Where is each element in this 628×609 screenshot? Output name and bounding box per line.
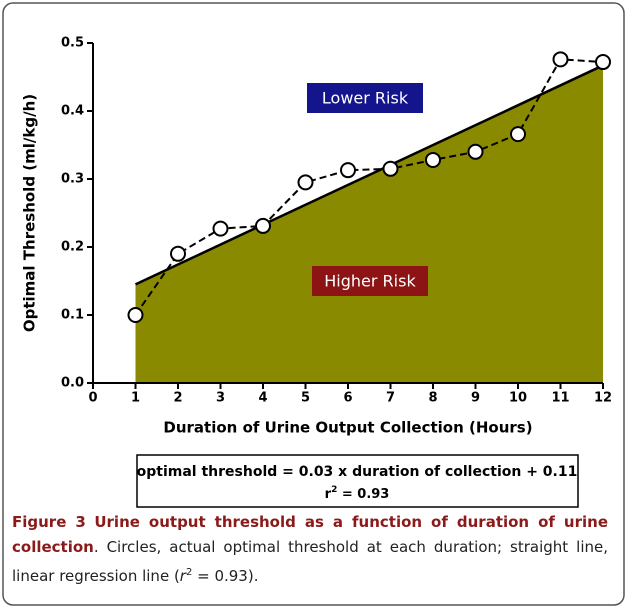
- annotation: Higher Risk: [324, 272, 416, 291]
- r: r: [325, 487, 332, 502]
- x-tick-label: 0: [88, 391, 97, 406]
- x-tick-label: 11: [551, 391, 569, 406]
- data-point: [170, 245, 186, 262]
- y-tick-label: 0.0: [61, 376, 84, 391]
- data-point: [212, 220, 229, 237]
- data-point: [297, 174, 314, 191]
- x-tick-label: 3: [216, 391, 225, 406]
- x-tick-label: 8: [428, 391, 437, 406]
- x-tick-label: 9: [471, 391, 480, 406]
- r-squared: r2 = 0.93: [325, 485, 390, 502]
- data-point: [510, 126, 526, 143]
- x-tick-label: 5: [301, 391, 310, 406]
- caption-text: = 0.93).: [192, 567, 259, 585]
- rest: = 0.93: [337, 487, 389, 502]
- annotation-box: [307, 83, 423, 113]
- data-point: [552, 51, 569, 68]
- annotation: Lower Risk: [322, 89, 409, 108]
- annotation-box: [312, 266, 428, 296]
- x-tick-label: 1: [131, 391, 140, 406]
- data-point: [595, 54, 611, 71]
- x-tick-label: 4: [258, 391, 267, 406]
- data-point: [382, 160, 399, 177]
- equation: optimal threshold = 0.03 x duration of c…: [137, 464, 578, 480]
- caption-text: . Circles, actual optimal threshold at e…: [12, 538, 608, 585]
- caption-sup: 2: [185, 567, 193, 578]
- y-tick-label: 0.3: [61, 172, 84, 187]
- caption: Figure 3 Urine output threshold as a fun…: [12, 510, 608, 589]
- x-tick-label: 2: [173, 391, 182, 406]
- regression-line: [134, 64, 604, 286]
- data-point: [340, 162, 356, 179]
- caption-label: Figure 3: [12, 513, 86, 531]
- y-tick-label: 0.1: [61, 308, 84, 323]
- y-tick-label: 0.5: [61, 36, 84, 51]
- data-point: [467, 143, 484, 160]
- data-point: [425, 151, 441, 168]
- x-tick-label: 7: [386, 391, 395, 406]
- x-tick-label: 6: [343, 391, 352, 406]
- y-tick-label: 0.2: [61, 240, 84, 255]
- y-tick-label: 0.4: [61, 104, 84, 119]
- risk-area: [135, 65, 603, 383]
- x-axis-title: Duration of Urine Output Collection (Hou…: [163, 419, 532, 437]
- caption-r: r: [179, 567, 186, 585]
- x-tick-label: 10: [509, 391, 527, 406]
- data-point: [255, 217, 271, 234]
- data-line: [134, 58, 604, 316]
- x-tick-label: 12: [594, 391, 612, 406]
- sup: 2: [331, 485, 337, 495]
- caption-title: Urine output threshold as a function of …: [12, 513, 608, 556]
- equation-box: [136, 454, 579, 508]
- y-axis-title: Optimal Threshold (ml/kg/h): [21, 94, 39, 332]
- data-point: [127, 307, 144, 323]
